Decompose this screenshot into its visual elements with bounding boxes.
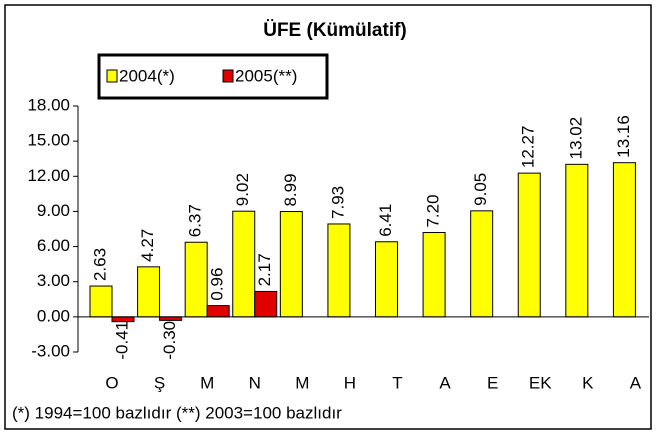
bar [137,266,161,318]
legend-box [97,53,329,100]
data-label: 6.41 [376,204,395,237]
legend-swatch [222,69,234,83]
data-label: 2.63 [90,248,109,281]
x-tick-label: EK [529,373,552,392]
data-label: 13.16 [614,115,633,158]
x-tick-label: Ş [154,373,165,392]
bar [422,232,446,318]
x-tick-label: A [439,373,451,392]
y-tick-label: 12.00 [27,166,70,185]
y-tick-label: 18.00 [27,95,70,114]
y-tick-label: 9.00 [37,201,70,220]
bar [159,316,183,321]
bar [565,163,589,318]
bar [470,210,494,318]
data-label: 4.27 [138,229,157,262]
legend-label: 2004(*) [119,66,175,85]
data-label: 0.96 [208,268,227,301]
y-tick-label: 15.00 [27,131,70,150]
data-label: -0.41 [112,321,131,360]
bar [517,172,541,318]
y-tick-label: 3.00 [37,271,70,290]
bar [89,285,113,318]
data-label: 7.20 [424,194,443,227]
bar [184,241,208,318]
data-label: 2.17 [255,253,274,286]
footnote: (*) 1994=100 bazlıdır (**) 2003=100 bazl… [12,403,342,422]
data-label: 7.93 [328,186,347,219]
legend-label: 2005(**) [235,66,297,85]
x-tick-label: M [200,373,214,392]
x-tick-label: N [249,373,261,392]
x-tick-label: K [582,373,594,392]
bar [206,305,230,318]
bar [254,290,278,318]
bar [612,162,636,318]
x-tick-label: A [630,373,642,392]
x-tick-label: O [105,373,118,392]
bar [375,241,398,318]
data-label: 13.02 [566,117,585,160]
y-tick-label: 6.00 [37,236,70,255]
y-tick-label: -3.00 [31,341,70,360]
data-label: 9.05 [471,173,490,206]
bar [327,223,351,318]
legend-swatch [106,69,118,83]
x-tick-label: M [295,373,309,392]
x-tick-label: E [487,373,498,392]
x-tick-label: H [344,373,356,392]
data-label: -0.30 [160,321,179,360]
data-label: 6.37 [186,204,205,237]
x-tick-label: T [392,373,402,392]
y-tick-label: 0.00 [37,306,70,325]
data-label: 9.02 [233,173,252,206]
bar [279,211,303,318]
data-label: 8.99 [281,173,300,206]
bar [232,210,256,318]
chart-title: ÜFE (Kümülatif) [263,20,407,41]
data-label: 12.27 [519,126,538,169]
